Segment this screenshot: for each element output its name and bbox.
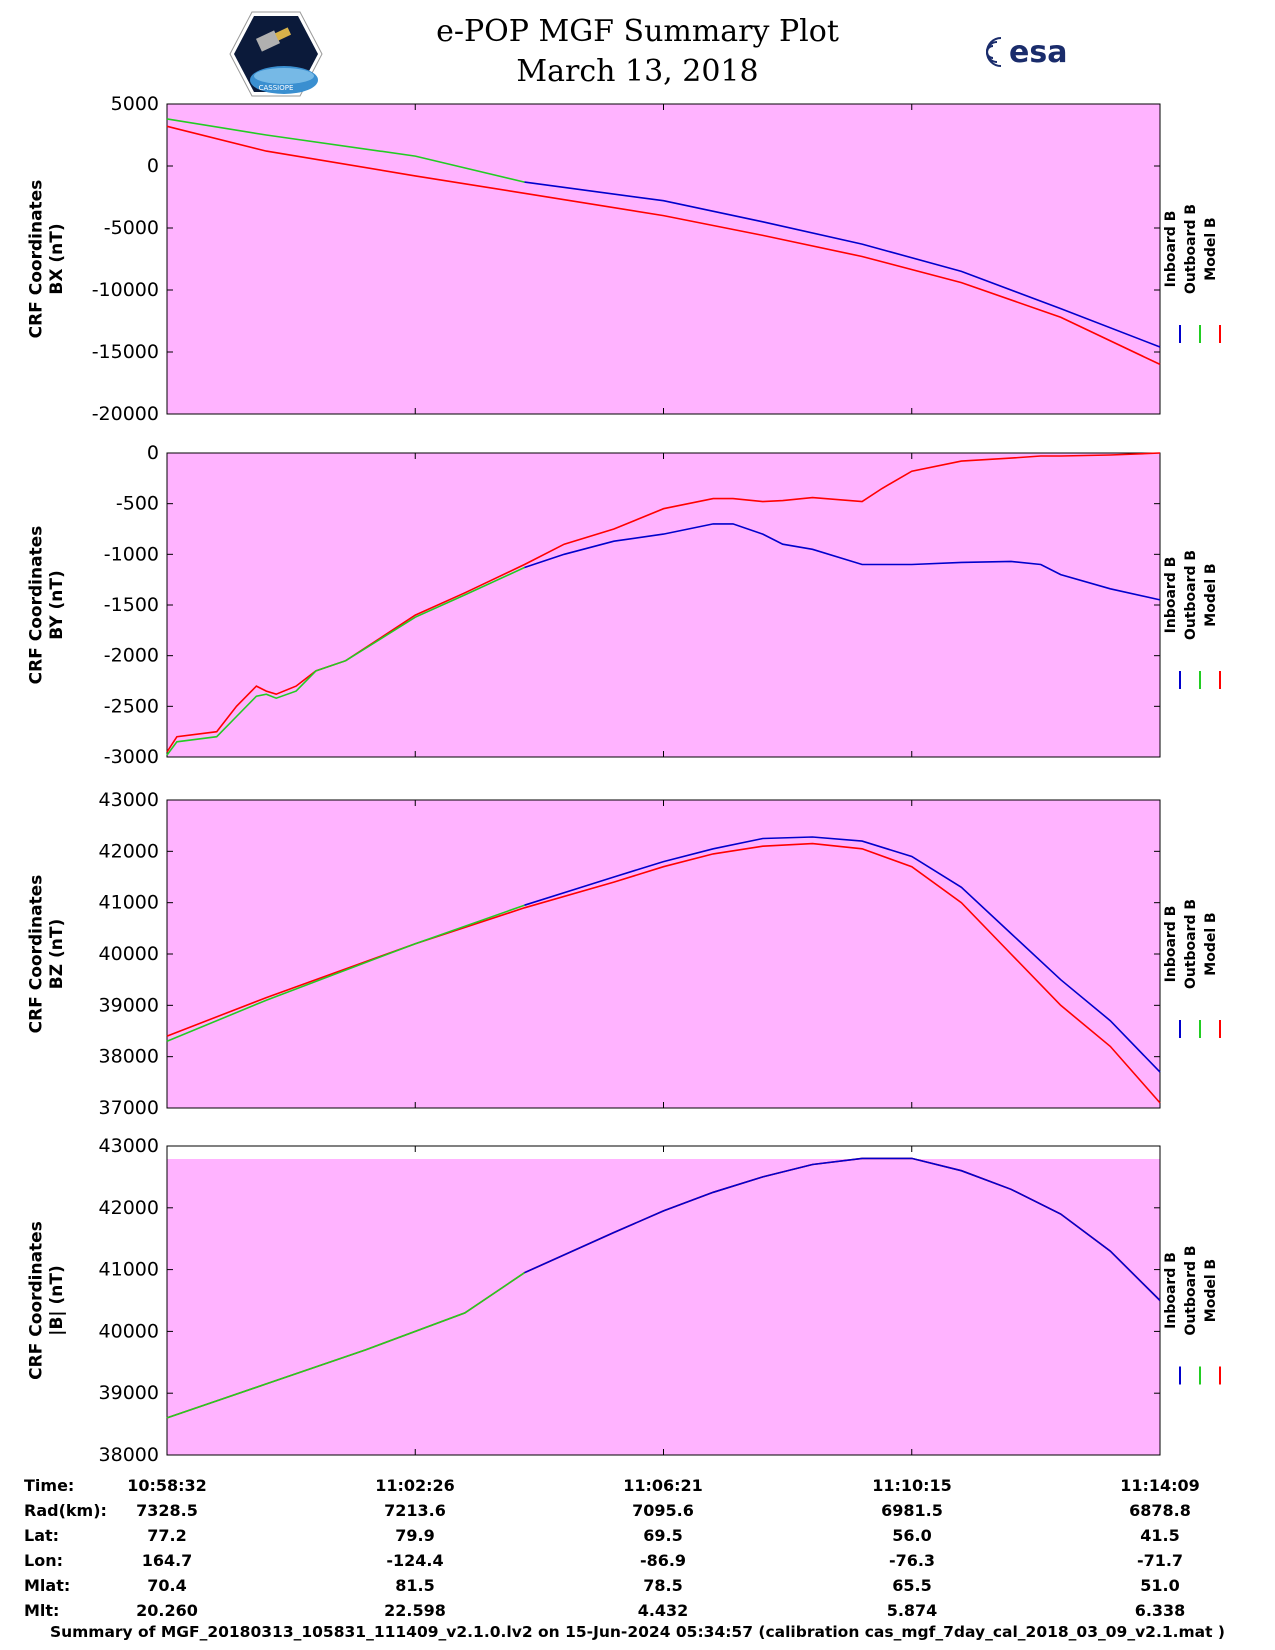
y-tick-label: -5000	[104, 217, 159, 239]
legend-label-model: Model B	[1203, 217, 1219, 280]
y-tick-label: -500	[116, 493, 159, 515]
legend-label-inboard: Inboard B	[1163, 557, 1179, 634]
legend-label-model: Model B	[1203, 912, 1219, 975]
cassiope-logo-text: CASSIOPE	[259, 84, 294, 92]
y-tick-label: 0	[147, 155, 159, 177]
y-tick-label: 38000	[99, 1046, 159, 1068]
y-tick-label: 41000	[99, 892, 159, 914]
y-tick-label: 43000	[99, 1135, 159, 1157]
legend-label-outboard: Outboard B	[1183, 1245, 1199, 1335]
legend-label-model: Model B	[1203, 563, 1219, 626]
plot-area-bx	[167, 104, 1160, 414]
y-axis-label-bx: CRF CoordinatesBX (nT)	[27, 180, 67, 339]
y-tick-label: -2500	[104, 695, 159, 717]
y-tick-label: -20000	[92, 403, 159, 425]
series-inboard-bx	[524, 181, 1161, 348]
y-tick-label: -2000	[104, 645, 159, 667]
y-tick-label: 39000	[99, 994, 159, 1016]
y-axis-label-by: CRF CoordinatesBY (nT)	[27, 526, 67, 685]
series-outboard-bx	[166, 118, 525, 183]
y-tick-label: -10000	[92, 279, 159, 301]
y-tick-label: -1000	[104, 543, 159, 565]
legend-label-outboard: Outboard B	[1183, 899, 1199, 989]
series-model-bx	[166, 125, 1161, 366]
y-tick-label: 37000	[99, 1097, 159, 1119]
plot-title: e-POP MGF Summary Plot	[436, 14, 839, 49]
y-tick-label: -3000	[104, 746, 159, 768]
y-tick-label: 42000	[99, 1197, 159, 1219]
series-outboard-by	[166, 566, 525, 756]
legend-label-outboard: Outboard B	[1183, 204, 1199, 294]
y-axis-label-b-magnitude: CRF Coordinates|B| (nT)	[27, 1221, 67, 1380]
series-inboard-b-magnitude	[524, 1157, 1161, 1302]
y-tick-label: 40000	[99, 1320, 159, 1342]
plot-date: March 13, 2018	[516, 54, 759, 89]
esa-logo: esa	[986, 35, 1067, 70]
series-inboard-bz	[524, 836, 1161, 1073]
legend-label-model: Model B	[1203, 1259, 1219, 1322]
series-inboard-by	[524, 523, 1161, 601]
legend-label-inboard: Inboard B	[1163, 1252, 1179, 1329]
y-tick-label: 5000	[111, 93, 159, 115]
y-tick-label: -15000	[92, 341, 159, 363]
y-tick-label: 42000	[99, 840, 159, 862]
y-axis-label-bz: CRF CoordinatesBZ (nT)	[27, 875, 67, 1034]
y-tick-label: -1500	[104, 594, 159, 616]
series-model-by	[166, 452, 1161, 753]
plot-area-bz	[167, 800, 1160, 1108]
series-outboard-bz	[166, 904, 525, 1043]
cassiope-logo: CASSIOPE	[229, 11, 323, 97]
footer-caption: Summary of MGF_20180313_105831_111409_v2…	[49, 1623, 1226, 1641]
y-tick-label: 40000	[99, 943, 159, 965]
series-model-bz	[166, 842, 1161, 1104]
legend-label-inboard: Inboard B	[1163, 211, 1179, 288]
esa-logo-text: esa	[1009, 35, 1067, 70]
series-outboard-b-magnitude	[166, 1272, 525, 1419]
plot-area-by	[167, 453, 1160, 757]
y-tick-label: 38000	[99, 1444, 159, 1466]
y-tick-label: 43000	[99, 789, 159, 811]
plot-area-b-magnitude	[167, 1159, 1160, 1455]
legend-label-outboard: Outboard B	[1183, 550, 1199, 640]
y-tick-label: 39000	[99, 1382, 159, 1404]
legend-label-inboard: Inboard B	[1163, 906, 1179, 983]
y-tick-label: 41000	[99, 1259, 159, 1281]
y-tick-label: 0	[147, 442, 159, 464]
